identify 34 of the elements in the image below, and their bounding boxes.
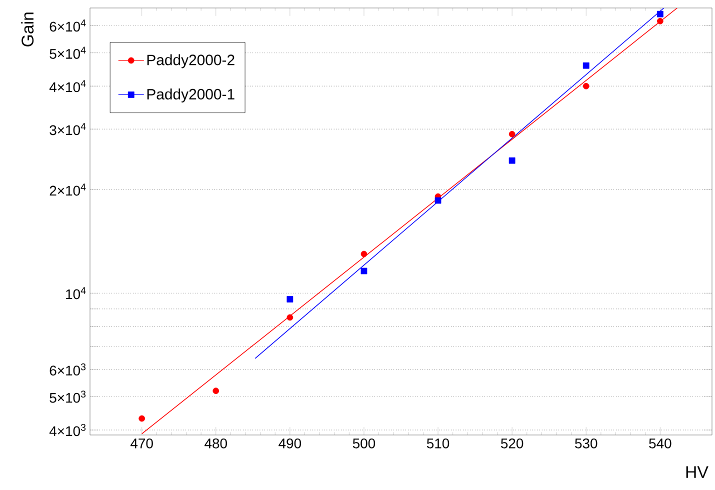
point xyxy=(582,82,590,90)
point xyxy=(138,415,146,422)
y-tick-label: 5×10$^{4}$ xyxy=(50,46,86,59)
y-tick-label: 10$^{4}$ xyxy=(66,287,86,300)
point xyxy=(656,18,664,24)
x-tick-label: 500 xyxy=(352,438,376,448)
point xyxy=(582,62,590,69)
point xyxy=(508,130,516,138)
point xyxy=(360,250,368,258)
point xyxy=(434,197,442,204)
y-tick-label: 6×10$^{4}$ xyxy=(50,20,86,32)
x-tick-label: 510 xyxy=(426,438,450,448)
y-tick-label: 6×10$^{3}$ xyxy=(50,363,86,376)
point xyxy=(360,268,368,274)
y-tick-label: 4×10$^{4}$ xyxy=(49,80,86,92)
x-tick-label: 540 xyxy=(649,438,672,448)
x-tick-label: 490 xyxy=(278,438,302,448)
point xyxy=(286,296,294,302)
point xyxy=(656,10,664,18)
y-tick-label: 2×10$^{4}$ xyxy=(50,184,86,196)
x-axis-title: HV xyxy=(686,466,708,478)
legend-label: Paddy2000-1 xyxy=(147,88,234,102)
x-tick-label: 480 xyxy=(204,438,227,448)
legend-label: Paddy2000-2 xyxy=(147,54,234,68)
y-tick-label: 4×10$^{3}$ xyxy=(49,424,86,436)
point xyxy=(508,157,516,164)
y-tick-label: 3×10$^{4}$ xyxy=(50,123,86,136)
y-tick-label: 5×10$^{3}$ xyxy=(50,390,86,403)
x-tick-label: 520 xyxy=(500,438,524,448)
x-tick-label: 530 xyxy=(575,438,598,448)
point xyxy=(212,388,220,394)
y-axis-title: Gain xyxy=(21,12,34,46)
point xyxy=(286,314,294,321)
x-tick-label: 470 xyxy=(130,438,153,448)
